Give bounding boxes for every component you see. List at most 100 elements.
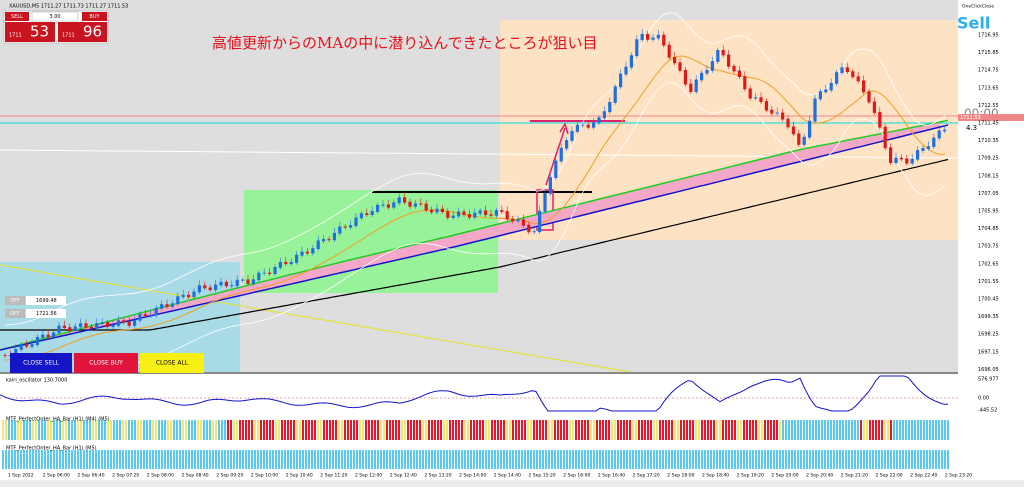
mtf-bar: [914, 420, 916, 440]
mtf-bar: [329, 420, 331, 440]
lots-input[interactable]: [31, 11, 79, 22]
mtf-bar: [881, 420, 883, 440]
mtf-bar: [299, 420, 301, 440]
close-all-button[interactable]: [140, 353, 204, 373]
mtf-bar: [245, 420, 247, 440]
mtf-bar: [293, 450, 295, 469]
mtf-bar: [32, 420, 34, 440]
mtf-bar: [671, 450, 673, 469]
mtf-bar: [641, 420, 643, 440]
mtf-bar: [413, 420, 415, 440]
mtf-bar: [866, 420, 868, 440]
mtf-bar: [272, 420, 274, 440]
mtf-bar: [251, 450, 253, 469]
mtf-bar: [359, 450, 361, 469]
candle: [365, 213, 369, 216]
mtf-bar: [5, 450, 7, 469]
candle: [748, 88, 752, 99]
mtf-bar: [863, 420, 865, 440]
close-buy-button[interactable]: [74, 353, 138, 373]
mtf-bar: [392, 450, 394, 469]
off-value-box: [26, 296, 66, 305]
mtf-bar: [68, 450, 70, 469]
candle: [786, 118, 790, 128]
mtf-bar: [695, 420, 697, 440]
off-toggle[interactable]: [5, 309, 25, 318]
mtf-bar: [842, 450, 844, 469]
mtf-bar: [839, 450, 841, 469]
price-axis-bg: [958, 0, 1024, 487]
mtf-bar: [938, 450, 940, 469]
close-sell-button[interactable]: [10, 353, 72, 373]
candle: [419, 203, 423, 205]
candle: [732, 65, 736, 72]
mtf-bar: [14, 450, 16, 469]
osc-axis: 0.00: [978, 396, 989, 402]
mtf-bar: [872, 450, 874, 469]
mtf-bar: [182, 450, 184, 469]
time-label: 2 Sep 20:40: [806, 473, 833, 479]
sell-price-box[interactable]: [5, 22, 55, 42]
mtf-bar: [734, 450, 736, 469]
mtf-bar: [212, 450, 214, 469]
candle: [219, 281, 223, 286]
mtf-bar: [896, 420, 898, 440]
spread: 4.3: [966, 124, 977, 132]
mtf-bar: [932, 450, 934, 469]
mtf-bar: [35, 420, 37, 440]
mtf-bar: [908, 450, 910, 469]
mtf-bar: [656, 450, 658, 469]
mtf-bar: [917, 450, 919, 469]
mtf-bar: [689, 420, 691, 440]
candle: [354, 217, 358, 227]
one-click-close: OneClickClose: [962, 4, 994, 10]
mtf-bar: [560, 420, 562, 440]
off-toggle[interactable]: [5, 296, 25, 305]
mtf-bar: [809, 450, 811, 469]
mtf-bar: [785, 450, 787, 469]
mtf-bar: [233, 420, 235, 440]
oscillator-line: [0, 375, 949, 412]
mtf-bar: [929, 420, 931, 440]
mtf-bar: [866, 450, 868, 469]
mtf-bar: [500, 420, 502, 440]
candle: [775, 112, 779, 114]
mtf-bar: [80, 450, 82, 469]
mtf-bar: [890, 450, 892, 469]
candle: [257, 272, 261, 281]
mtf-bar: [182, 420, 184, 440]
mtf-bar: [806, 450, 808, 469]
mtf-bar: [800, 420, 802, 440]
mtf-bar: [893, 420, 895, 440]
mtf-bar: [626, 420, 628, 440]
candle: [559, 147, 563, 162]
candle: [408, 201, 412, 207]
mtf-bar: [491, 450, 493, 469]
candle: [403, 197, 407, 203]
mtf-bar: [476, 450, 478, 469]
buy-price-box[interactable]: [58, 22, 107, 42]
mtf-bar: [215, 420, 217, 440]
candle: [165, 304, 169, 307]
mtf-bar: [572, 450, 574, 469]
mtf-bar: [314, 450, 316, 469]
candle: [230, 285, 234, 287]
mtf-bar: [551, 420, 553, 440]
mtf-bar: [407, 420, 409, 440]
candle: [673, 56, 677, 64]
mtf-bar: [116, 420, 118, 440]
mtf-bar: [146, 420, 148, 440]
buy-button[interactable]: [82, 12, 107, 21]
mtf-bar: [95, 450, 97, 469]
mtf-bar: [278, 420, 280, 440]
mtf-bar: [818, 450, 820, 469]
sell-button[interactable]: [5, 12, 29, 21]
mtf-bar: [320, 450, 322, 469]
mtf-bar: [137, 450, 139, 469]
mtf-bar: [416, 420, 418, 440]
time-label: 2 Sep 14:40: [494, 473, 521, 479]
mtf-bar: [431, 450, 433, 469]
mtf-bar: [542, 450, 544, 469]
mtf-bar: [548, 420, 550, 440]
mtf-bar: [452, 450, 454, 469]
